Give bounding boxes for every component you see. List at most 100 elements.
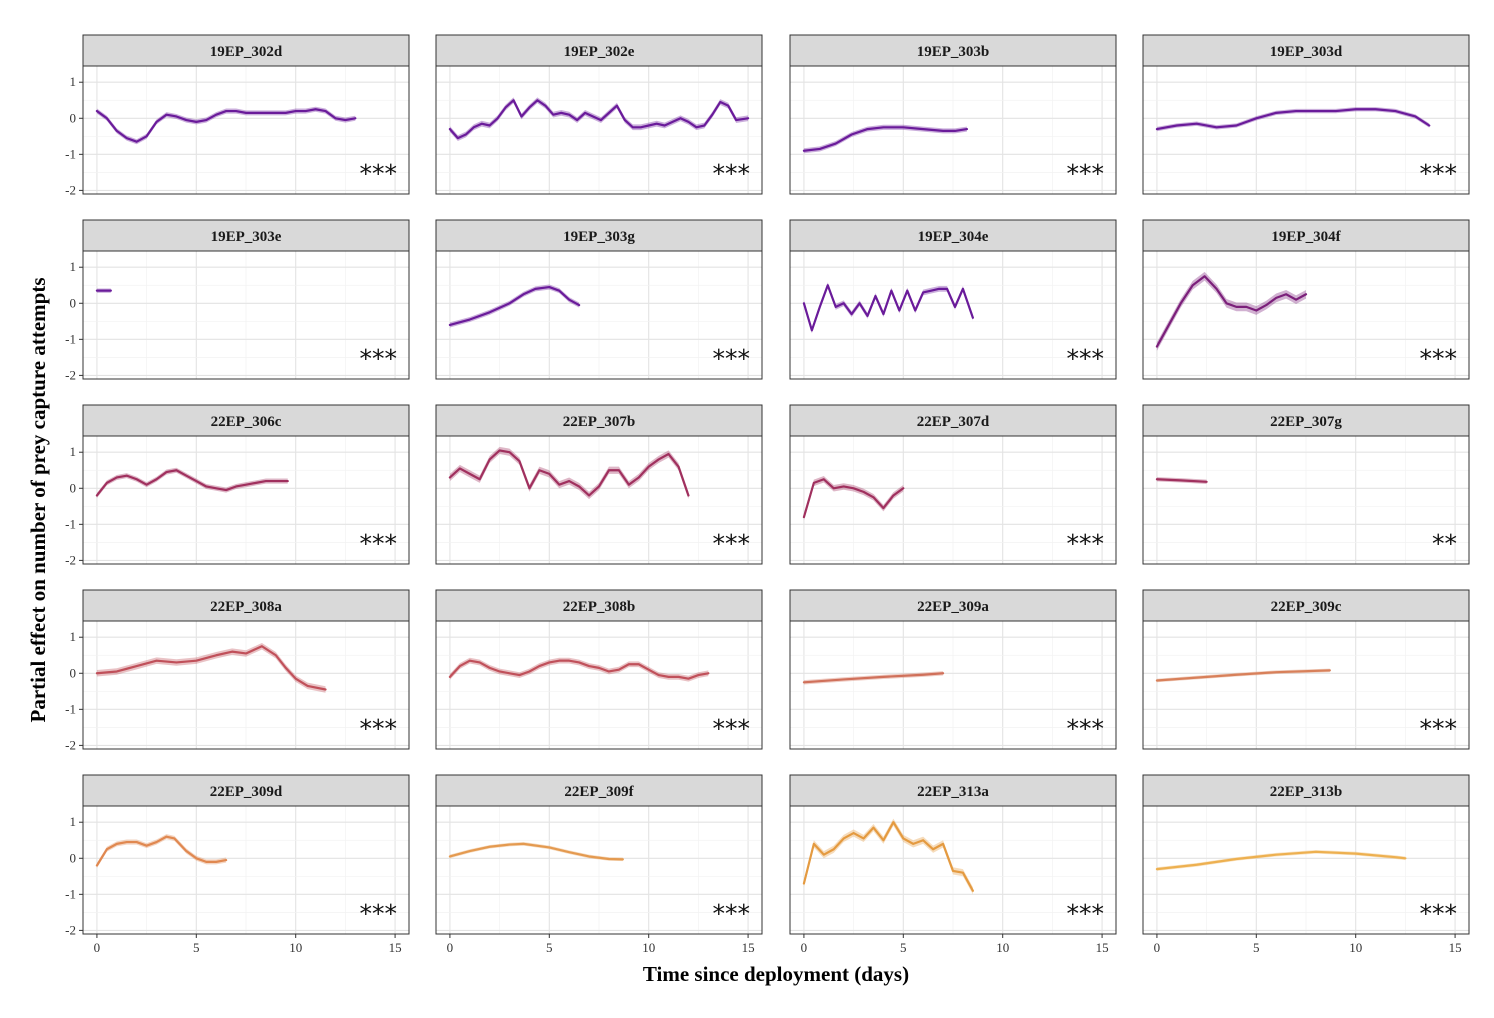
facet-panel: 22EP_306c *** 1 0 -1 -2 <box>65 404 410 567</box>
facet-panel: 22EP_309d***10-1-20 5 10 15 <box>65 774 410 955</box>
confidence-band <box>449 284 580 328</box>
strip-label: 22EP_313b <box>1270 784 1343 800</box>
x-tick-label: 0 <box>801 940 808 955</box>
x-tick-label: 10 <box>1349 940 1362 955</box>
y-tick-label: -2 <box>65 922 76 937</box>
smooth-line <box>1155 478 1208 483</box>
significance-label: *** <box>1420 159 1458 188</box>
strip-background <box>435 34 763 67</box>
smooth-line <box>95 108 357 143</box>
x-tick-label: 5 <box>1253 940 1260 955</box>
panel-border <box>1142 435 1470 565</box>
panel-border <box>789 805 1117 935</box>
panel-border <box>435 805 763 935</box>
significance-label: *** <box>360 714 398 743</box>
smooth-line <box>95 835 228 867</box>
confidence-band <box>803 124 967 154</box>
significance-label: *** <box>713 344 751 373</box>
x-tick-label: 5 <box>900 940 907 955</box>
y-tick-label: 0 <box>70 665 77 680</box>
strip-background <box>789 774 1117 807</box>
facet-panel: 22EP_307g ** <box>1142 404 1470 565</box>
strip-background <box>1142 774 1470 807</box>
x-tick-label: 0 <box>447 940 454 955</box>
facet-panel: 22EP_309c *** <box>1142 589 1470 750</box>
y-tick-label: -2 <box>65 182 76 197</box>
strip-label: 22EP_309d <box>210 784 283 800</box>
x-tick-label: 15 <box>1096 940 1109 955</box>
panel-border <box>82 805 410 935</box>
smooth-line <box>1155 108 1431 131</box>
facet-panel: 22EP_313b *** 0 5 10 15 <box>1142 774 1470 955</box>
smooth-line <box>802 821 974 892</box>
confidence-band <box>96 467 288 499</box>
facet-panel: 19EP_303d *** <box>1142 34 1470 195</box>
panel-border <box>82 250 410 380</box>
panel-border <box>435 435 763 565</box>
x-tick-label: 10 <box>289 940 302 955</box>
facet-panel: 19EP_304e *** <box>789 219 1117 380</box>
significance-label: *** <box>1067 529 1105 558</box>
panel-border <box>435 620 763 750</box>
y-tick-label: 1 <box>70 629 77 644</box>
strip-label: 19EP_303e <box>211 229 282 245</box>
strip-background <box>1142 404 1470 437</box>
significance-label: *** <box>360 899 398 928</box>
strip-label: 19EP_302d <box>210 44 283 60</box>
significance-label: *** <box>1067 344 1105 373</box>
significance-label: *** <box>1420 714 1458 743</box>
significance-label: *** <box>1420 899 1458 928</box>
y-tick-label: -1 <box>65 701 76 716</box>
y-axis-title: Partial effect on number of prey capture… <box>26 278 50 723</box>
facet-panel: 22EP_307b *** <box>435 404 763 565</box>
smooth-line <box>802 126 969 152</box>
panel-border <box>1142 805 1470 935</box>
strip-background <box>789 404 1117 437</box>
panel-border <box>435 65 763 195</box>
strip-label: 19EP_303b <box>917 44 990 60</box>
strip-label: 22EP_308b <box>563 599 636 615</box>
strip-label: 19EP_303g <box>563 229 635 245</box>
smooth-line <box>448 659 710 680</box>
smooth-line <box>802 478 905 519</box>
y-tick-label: 1 <box>70 74 77 89</box>
smooth-line <box>95 645 327 691</box>
panel-border <box>1142 620 1470 750</box>
facet-panel: 19EP_304f *** <box>1142 219 1470 380</box>
confidence-band <box>803 282 973 334</box>
panel-border <box>82 65 410 195</box>
strip-label: 19EP_304e <box>918 229 989 245</box>
significance-label: *** <box>360 529 398 558</box>
strip-background <box>1142 34 1470 67</box>
y-tick-label: 0 <box>70 110 77 125</box>
confidence-band <box>449 446 689 500</box>
y-tick-label: 1 <box>70 814 77 829</box>
smooth-line <box>1155 669 1331 682</box>
panel-border <box>1142 250 1470 380</box>
strip-background <box>789 589 1117 622</box>
smooth-line <box>448 842 624 861</box>
x-tick-label: 10 <box>642 940 655 955</box>
panel-border <box>1142 65 1470 195</box>
panel-grid: 19EP_302d***10-1-219EP_302e***19EP_303b*… <box>65 34 1470 955</box>
x-tick-label: 15 <box>1449 940 1462 955</box>
facet-panel: 22EP_313a *** 0 5 10 15 <box>789 774 1117 955</box>
y-tick-label: -2 <box>65 737 76 752</box>
strip-background <box>82 589 410 622</box>
strip-label: 22EP_309a <box>917 599 989 615</box>
facet-panel: 19EP_302d *** 1 0 -1 -2 <box>65 34 410 197</box>
strip-label: 19EP_304f <box>1271 229 1341 245</box>
y-tick-label: -2 <box>65 367 76 382</box>
strip-label: 22EP_313a <box>917 784 989 800</box>
y-tick-label: -1 <box>65 516 76 531</box>
facet-panel: 22EP_309f *** 0 5 10 15 <box>435 774 763 955</box>
y-tick-label: 1 <box>70 259 77 274</box>
facet-panel: 22EP_308b *** <box>435 589 763 750</box>
smooth-line <box>448 449 690 497</box>
y-tick-label: 0 <box>70 850 77 865</box>
y-tick-label: 1 <box>70 444 77 459</box>
smooth-line <box>448 99 750 140</box>
strip-label: 19EP_303d <box>1270 44 1343 60</box>
x-tick-label: 15 <box>389 940 402 955</box>
